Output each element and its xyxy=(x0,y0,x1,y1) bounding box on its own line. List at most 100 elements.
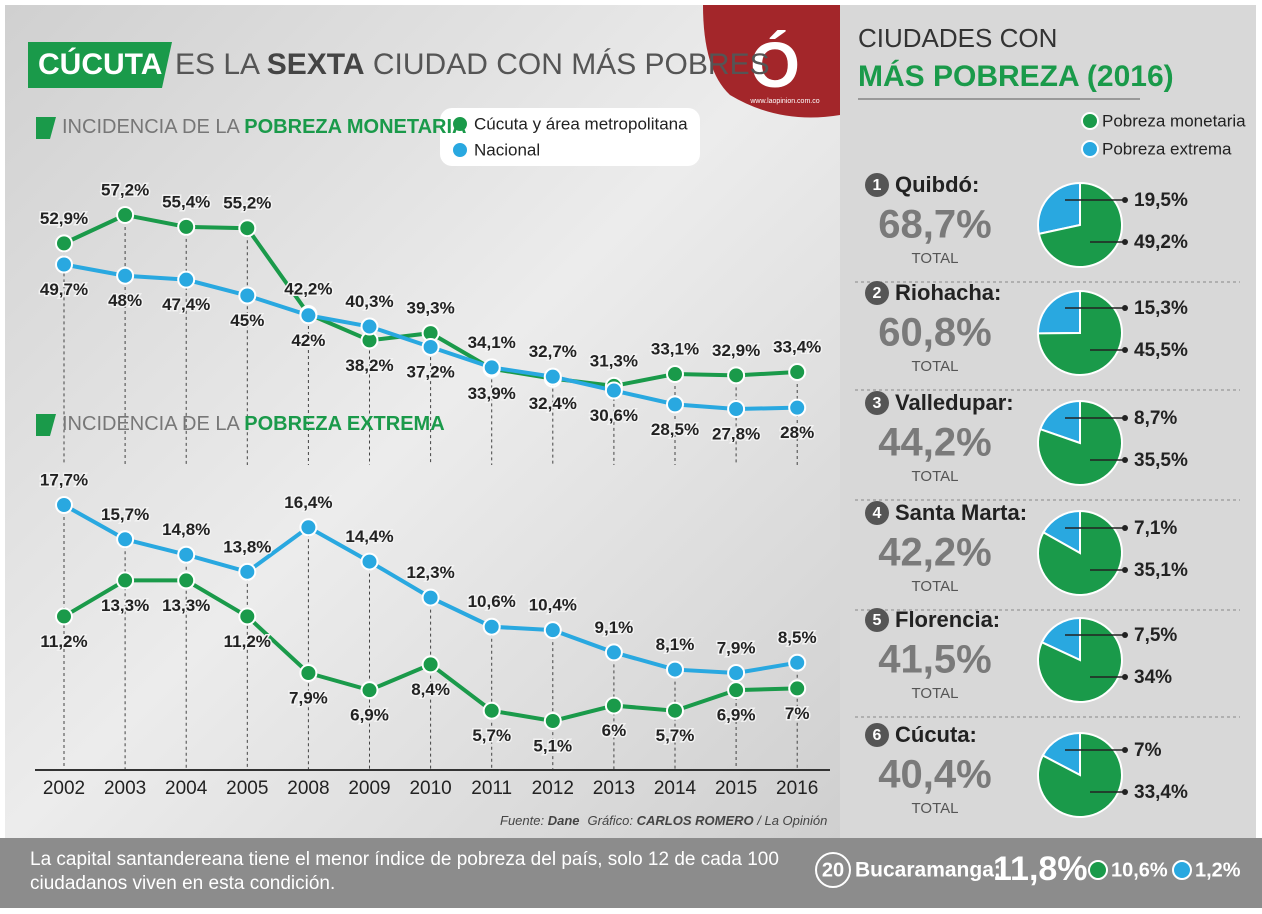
city-total: 60,8% xyxy=(878,311,991,355)
point xyxy=(55,607,73,626)
legend-marker xyxy=(1081,112,1099,130)
x-tick-label: 2013 xyxy=(593,778,635,799)
pie-slice xyxy=(1037,181,1123,268)
value-label: 48% xyxy=(108,291,142,310)
total-label: TOTAL xyxy=(912,685,959,702)
panel-title-marker xyxy=(36,117,56,139)
x-tick-label: 2011 xyxy=(471,778,512,799)
x-tick-label: 2003 xyxy=(104,778,146,799)
value-label: 27,8% xyxy=(712,424,760,443)
leader-dot xyxy=(1122,305,1128,311)
footer-rank-circle xyxy=(815,852,851,888)
leader-dot xyxy=(1122,457,1128,463)
value-label: 32,4% xyxy=(529,394,577,413)
title-part: CIUDAD CON MÁS POBRES xyxy=(365,48,770,81)
footer-text: La capital santandereana tiene el menor … xyxy=(30,849,779,870)
value-label: 14,8% xyxy=(162,520,210,539)
rank-circle xyxy=(865,723,889,747)
point xyxy=(543,367,562,386)
point xyxy=(604,643,623,662)
pie-slice xyxy=(1037,399,1123,486)
leader-dot xyxy=(1122,239,1128,245)
pie-label: 7% xyxy=(1134,740,1162,761)
point xyxy=(238,286,257,305)
point xyxy=(55,255,73,274)
point xyxy=(482,701,501,720)
point xyxy=(788,398,807,417)
pie-label: 7,5% xyxy=(1134,625,1177,646)
value-label: 10,6% xyxy=(468,592,516,611)
value-label: 13,8% xyxy=(223,537,271,556)
point xyxy=(666,701,684,720)
panel-title-part: INCIDENCIA DE LA xyxy=(62,116,244,138)
panel-title: INCIDENCIA DE LA POBREZA MONETARIA xyxy=(62,116,467,138)
title-part: ES LA xyxy=(175,48,267,81)
point xyxy=(238,219,257,238)
rank-circle xyxy=(865,173,889,197)
point xyxy=(727,664,746,682)
footer-value: 10,6% xyxy=(1111,859,1168,881)
value-label: 47,4% xyxy=(162,295,210,314)
pie-label: 34% xyxy=(1134,667,1172,688)
title-highlight: CÚCUTA xyxy=(38,47,162,81)
value-label: 45% xyxy=(230,311,264,330)
point xyxy=(421,337,440,356)
leader-dot xyxy=(1122,567,1128,573)
value-label: 17,7% xyxy=(40,470,88,489)
source-part: Dane xyxy=(548,813,580,828)
x-tick-label: 2004 xyxy=(165,778,208,799)
city-name: Santa Marta: xyxy=(895,500,1027,525)
logo: Ó xyxy=(750,29,800,101)
x-tick-label: 2009 xyxy=(348,778,390,799)
city-name: Florencia: xyxy=(895,607,1000,632)
ranking-title: CIUDADES CON xyxy=(858,23,1057,53)
point xyxy=(604,381,623,400)
city-name: Riohacha: xyxy=(895,280,1001,305)
point xyxy=(299,664,318,682)
point xyxy=(604,696,623,715)
pie-label: 19,5% xyxy=(1134,190,1188,211)
x-tick-label: 2016 xyxy=(776,778,818,799)
point xyxy=(116,206,135,224)
title: ES LA SEXTA CIUDAD CON MÁS POBRES xyxy=(175,48,770,81)
panel-title-part: INCIDENCIA DE LA xyxy=(62,413,244,435)
footer-dot xyxy=(1172,860,1192,880)
value-label: 16,4% xyxy=(284,493,332,512)
point xyxy=(116,530,135,549)
pie-slice xyxy=(1037,509,1123,596)
point xyxy=(116,266,135,285)
value-label: 30,6% xyxy=(590,406,638,425)
value-label: 7,9% xyxy=(289,688,328,707)
rank-circle xyxy=(865,501,889,525)
value-label: 55,4% xyxy=(162,192,210,211)
pie-label: 35,1% xyxy=(1134,560,1188,581)
pie-label: 49,2% xyxy=(1134,232,1188,253)
legend-marker xyxy=(1081,140,1099,158)
city-total: 41,5% xyxy=(878,638,991,682)
x-tick-label: 2002 xyxy=(43,778,85,799)
leader-dot xyxy=(1122,197,1128,203)
source-part: / La Opinión xyxy=(754,813,828,828)
value-label: 42% xyxy=(291,331,325,350)
pie-label: 15,3% xyxy=(1134,298,1188,319)
legend-box xyxy=(440,108,700,166)
city-total: 40,4% xyxy=(878,753,991,797)
point xyxy=(543,621,562,640)
point xyxy=(177,217,196,236)
logo-url: www.laopinion.com.co xyxy=(749,98,819,105)
value-label: 38,2% xyxy=(345,356,393,375)
point xyxy=(666,365,684,384)
rank: 1 xyxy=(873,177,882,194)
value-label: 5,7% xyxy=(472,726,511,745)
value-label: 5,7% xyxy=(656,726,695,745)
value-label: 34,1% xyxy=(468,333,516,352)
point xyxy=(299,306,318,325)
total-label: TOTAL xyxy=(912,800,959,817)
value-label: 37,2% xyxy=(406,362,454,381)
x-tick-label: 2005 xyxy=(226,778,268,799)
legend-marker xyxy=(451,141,469,159)
value-label: 8,1% xyxy=(656,635,695,654)
city-total: 44,2% xyxy=(878,421,991,465)
rank: 3 xyxy=(873,395,882,412)
footer-rank: 20 xyxy=(822,859,844,881)
